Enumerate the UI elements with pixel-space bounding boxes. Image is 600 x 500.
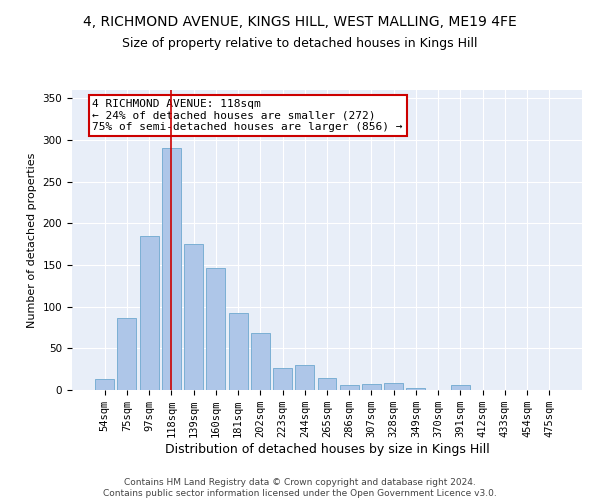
X-axis label: Distribution of detached houses by size in Kings Hill: Distribution of detached houses by size … bbox=[164, 443, 490, 456]
Bar bbox=[95, 379, 114, 390]
Bar bbox=[251, 334, 270, 390]
Bar bbox=[295, 365, 314, 390]
Bar bbox=[317, 378, 337, 390]
Text: 4, RICHMOND AVENUE, KINGS HILL, WEST MALLING, ME19 4FE: 4, RICHMOND AVENUE, KINGS HILL, WEST MAL… bbox=[83, 15, 517, 29]
Bar bbox=[384, 382, 403, 390]
Bar bbox=[229, 314, 248, 390]
Bar bbox=[273, 368, 292, 390]
Bar bbox=[140, 236, 158, 390]
Text: Size of property relative to detached houses in Kings Hill: Size of property relative to detached ho… bbox=[122, 38, 478, 51]
Bar bbox=[451, 385, 470, 390]
Bar bbox=[184, 244, 203, 390]
Bar bbox=[206, 268, 225, 390]
Bar bbox=[118, 318, 136, 390]
Bar bbox=[362, 384, 381, 390]
Bar bbox=[406, 388, 425, 390]
Text: Contains HM Land Registry data © Crown copyright and database right 2024.
Contai: Contains HM Land Registry data © Crown c… bbox=[103, 478, 497, 498]
Bar bbox=[340, 385, 359, 390]
Y-axis label: Number of detached properties: Number of detached properties bbox=[27, 152, 37, 328]
Text: 4 RICHMOND AVENUE: 118sqm
← 24% of detached houses are smaller (272)
75% of semi: 4 RICHMOND AVENUE: 118sqm ← 24% of detac… bbox=[92, 99, 403, 132]
Bar bbox=[162, 148, 181, 390]
